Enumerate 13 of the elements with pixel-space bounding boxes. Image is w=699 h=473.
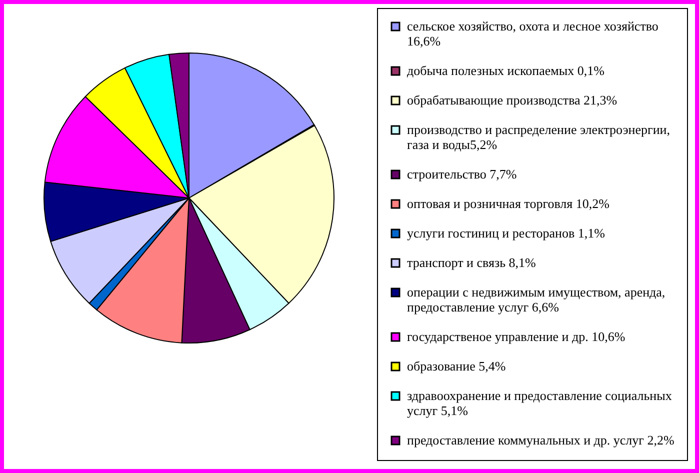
legend-label: государственое управление и др. 10,6% [407,329,626,344]
legend-label: образование 5,4% [407,358,506,374]
legend-label: сельское хозяйство, охота и лесное хозяйство 16,6% [407,18,658,48]
legend-label: услуги гостиниц и ресторанов 1,1% [407,226,606,240]
legend-label: транспорт и связь 8,1% [407,255,536,270]
legend-label: производство и распределение электроэнергии, газа и воды5,2% [407,122,670,152]
legend-label: здравоохранение и предоставление социальных услуг 5,1% [407,388,672,418]
legend-label: предоставление коммунальных и др. услуг 2,2% [407,432,674,448]
legend-label: оптовая и розничная торговля 10,2% [407,196,610,211]
legend-label: добыча полезных ископаемых 0,1% [407,63,605,78]
legend-label: обрабатывающие производства 21,3% [407,92,618,108]
legend-label: строительство 7,7% [407,166,517,182]
legend-label: операции с недвижимым имуществом, аренда, предоставление услуг 6,6% [407,284,666,314]
